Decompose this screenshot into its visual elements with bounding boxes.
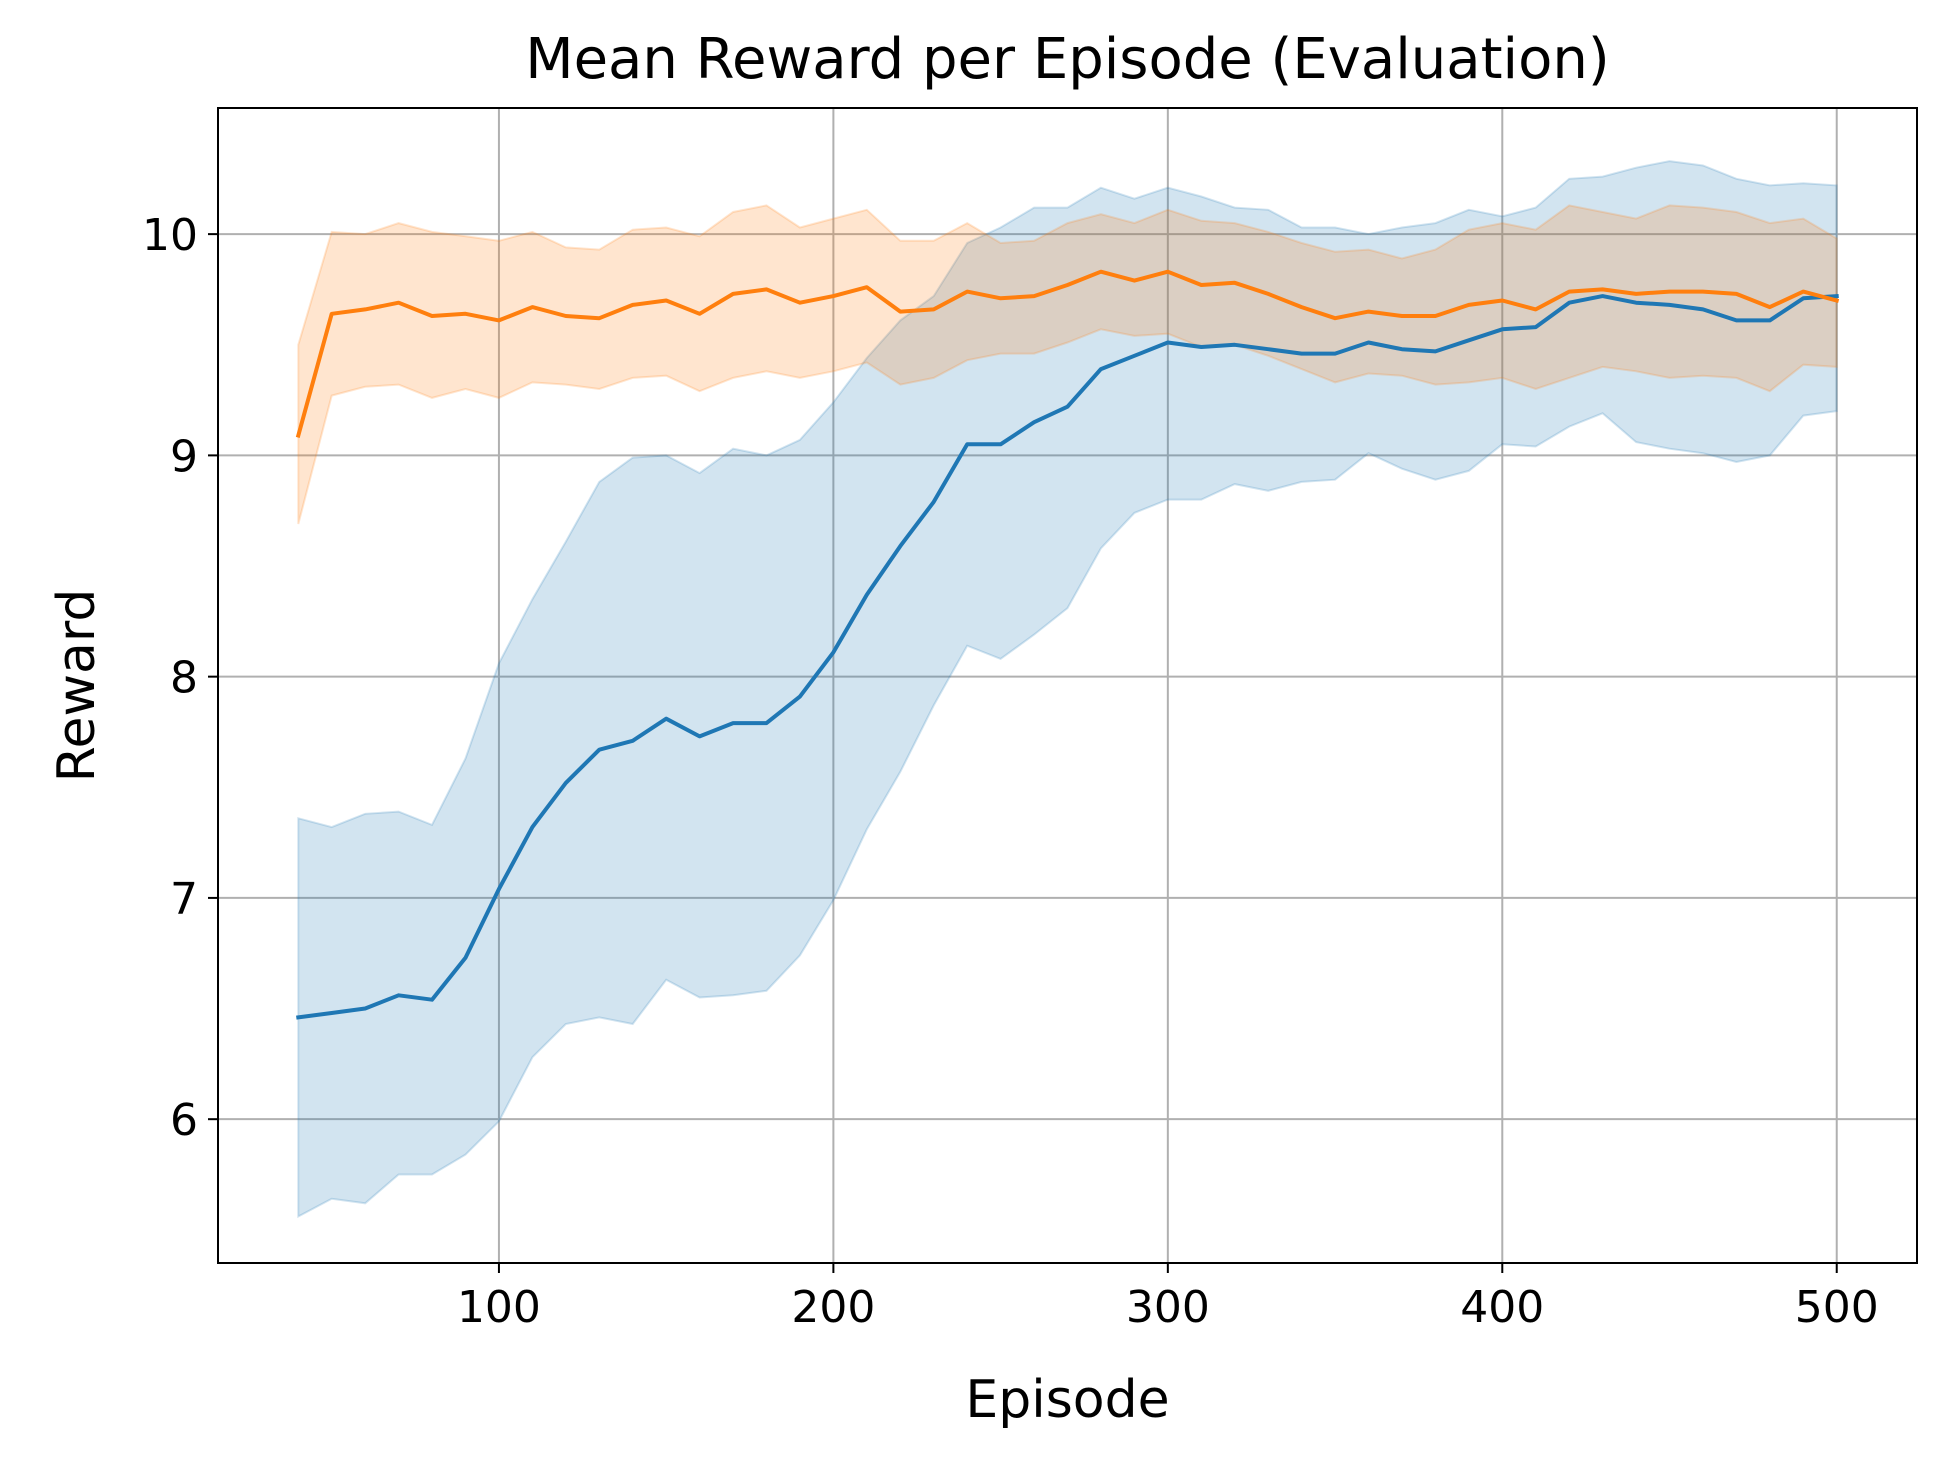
x-axis-label: Episode xyxy=(965,1370,1169,1430)
y-tick-label-8: 8 xyxy=(170,653,198,704)
y-tick-label-6: 6 xyxy=(170,1095,198,1146)
y-tick-label-10: 10 xyxy=(142,210,198,261)
ticks: 100 200 300 400 500 6 7 8 9 10 xyxy=(142,210,1879,1333)
x-tick-label-200: 200 xyxy=(791,1282,875,1333)
y-axis-label: Reward xyxy=(47,589,107,783)
band-series-2 xyxy=(297,204,1838,525)
x-tick-label-300: 300 xyxy=(1126,1282,1210,1333)
series-lines xyxy=(295,269,1840,1020)
x-tick-label-100: 100 xyxy=(457,1282,541,1333)
grid xyxy=(218,108,1917,1263)
line-series-2 xyxy=(295,269,1840,438)
x-tick-label-400: 400 xyxy=(1460,1282,1544,1333)
y-tick-label-9: 9 xyxy=(170,431,198,482)
plot-frame xyxy=(217,107,1918,1264)
x-tick-label-500: 500 xyxy=(1795,1282,1879,1333)
confidence-bands xyxy=(297,160,1838,1219)
band-series-1 xyxy=(297,160,1838,1219)
y-tick-label-7: 7 xyxy=(170,874,198,925)
line-series-1 xyxy=(296,293,1839,1020)
chart-title: Mean Reward per Episode (Evaluation) xyxy=(525,27,1609,92)
